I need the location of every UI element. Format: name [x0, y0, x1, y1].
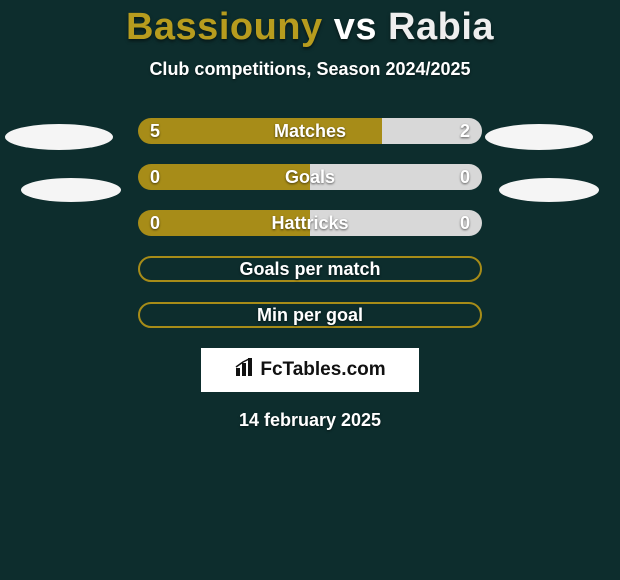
title-vs: vs [334, 6, 377, 48]
player-a-name: Bassiouny [126, 6, 323, 48]
player-b-name: Rabia [388, 6, 494, 48]
row-label: Min per goal [138, 302, 482, 328]
stat-row: Min per goal [0, 302, 620, 328]
title: Bassiouny vs Rabia [0, 0, 620, 49]
stat-row: Goals per match [0, 256, 620, 282]
row-label: Goals per match [138, 256, 482, 282]
logo-box: FcTables.com [201, 348, 419, 392]
stat-row: 00Hattricks [0, 210, 620, 236]
comparison-infographic: Bassiouny vs Rabia Club competitions, Se… [0, 0, 620, 580]
row-label: Hattricks [138, 210, 482, 236]
logo: FcTables.com [234, 356, 385, 384]
stat-row: 00Goals [0, 164, 620, 190]
subtitle: Club competitions, Season 2024/2025 [0, 59, 620, 80]
bars-icon [234, 356, 256, 384]
date: 14 february 2025 [0, 410, 620, 431]
stat-row: 52Matches [0, 118, 620, 144]
row-label: Matches [138, 118, 482, 144]
logo-text: FcTables.com [260, 359, 385, 381]
row-label: Goals [138, 164, 482, 190]
